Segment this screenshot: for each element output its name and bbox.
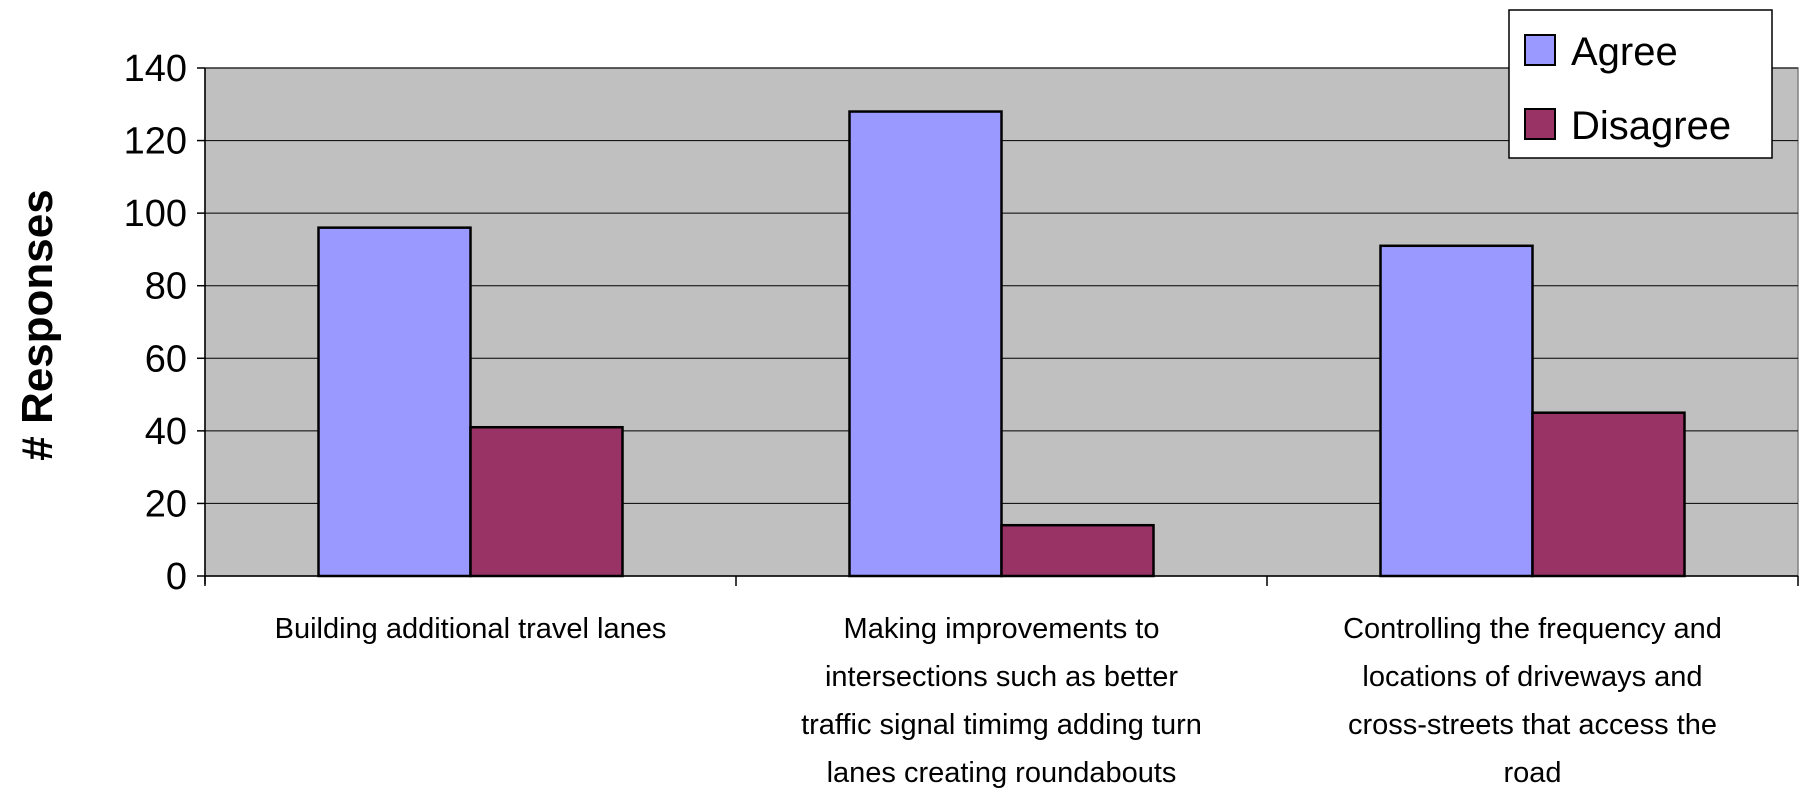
x-category-label: traffic signal timimg adding turn [801, 709, 1202, 741]
x-category-label: cross-streets that access the [1348, 709, 1717, 741]
y-tick-label: 60 [145, 338, 187, 380]
x-category-label: Building additional travel lanes [275, 613, 667, 645]
y-tick-label: 0 [166, 556, 187, 598]
x-category-label: Controlling the frequency and [1343, 613, 1722, 645]
bars [317, 110, 1686, 578]
legend-label-disagree: Disagree [1571, 104, 1731, 148]
bar-disagree [469, 425, 624, 578]
x-category-label: lanes creating roundabouts [827, 757, 1177, 789]
x-category-label: road [1503, 757, 1561, 789]
y-tick-label: 100 [124, 193, 187, 235]
y-tick-label: 40 [145, 411, 187, 453]
legend-swatch-agree [1524, 34, 1556, 66]
legend-swatch-disagree [1524, 108, 1556, 140]
axes [197, 67, 1799, 586]
y-tick-label: 20 [145, 483, 187, 525]
legend: Agree Disagree [1508, 9, 1773, 159]
legend-label-agree: Agree [1571, 30, 1678, 74]
bar-disagree [1531, 411, 1686, 578]
y-tick-labels: 0 20 40 60 80 100 120 140 [124, 48, 187, 598]
bar-agree [1379, 244, 1534, 578]
x-category-label: locations of driveways and [1362, 661, 1702, 693]
y-tick-label: 120 [124, 121, 187, 163]
x-category-label: intersections such as better [825, 661, 1178, 693]
x-category-labels: Building additional travel lanes Making i… [275, 613, 1722, 789]
y-tick-label: 80 [145, 266, 187, 308]
bar-agree [317, 226, 472, 578]
y-tick-label: 140 [124, 48, 187, 90]
bar-agree [848, 110, 1003, 578]
bar-disagree [1000, 523, 1155, 578]
y-axis-title: # Responses [13, 189, 62, 460]
x-category-label: Making improvements to [844, 613, 1160, 645]
